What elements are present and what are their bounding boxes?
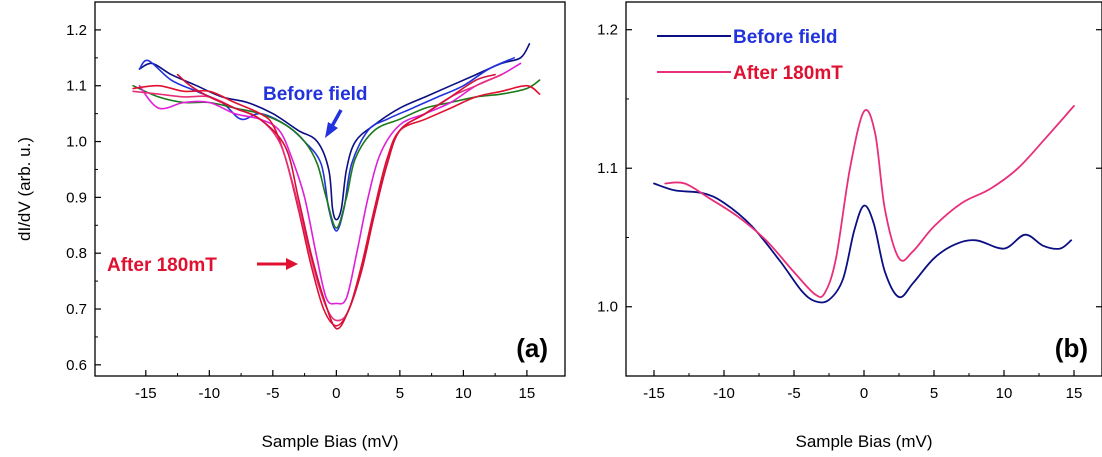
panel-a-y-axis-title: dI/dV (arb. u.) [15,137,34,241]
panel-b-x-tick-label: -5 [787,385,800,402]
panel-a-label: (a) [516,333,548,363]
panel-a-series-0-line [138,43,531,221]
panel-b-frame [625,1,1102,377]
panel-a-y-tick-label: 0.7 [66,301,87,318]
panel-a-series-2-line [132,79,541,229]
panel-a-x-axis-title: Sample Bias (mV) [262,432,399,451]
arrow-right-icon [257,258,298,270]
panel-a-y-tick-label: 1.2 [66,22,87,39]
panel-a-x-tick-label: 10 [455,385,472,402]
panel-a-x-tick-label: 5 [396,385,404,402]
panel-a-y-tick-label: 0.6 [66,357,87,374]
panel-a-series-5-line [132,73,503,322]
panel-b-x-tick-label: -15 [643,385,665,402]
panel-b-x-tick-label: 5 [930,385,938,402]
legend-label-after-180mt: After 180mT [733,63,843,84]
panel-a-x-tick-label: -15 [135,385,157,402]
panel-a-x-tick-label: -5 [266,385,279,402]
panel-a-y-tick-label: 0.9 [66,189,87,206]
panel-b: -15 -10 -5 0 5 10 15 1.0 1.1 1.2 Sample Bias (mV)… [597,1,1102,451]
panel-b-y-tick-label: 1.1 [597,160,618,177]
legend: Before field After 180mT [657,27,843,84]
panel-a-ticks: -15 -10 -5 0 5 10 15 0.6 0.7 0.8 0.9 1.0 1.1 1.2 [66,22,535,402]
panel-b-x-tick-label: -10 [713,385,735,402]
panel-a-x-tick-label: 0 [332,385,340,402]
panel-a-x-tick-label: 15 [519,385,536,402]
panel-a-y-tick-label: 0.8 [66,245,87,262]
panel-b-x-tick-label: 15 [1066,385,1083,402]
panel-b-series-0-line [653,182,1073,304]
panel-b-x-axis-title: Sample Bias (mV) [796,432,933,451]
panel-a: -15 -10 -5 0 5 10 15 0.6 0.7 0.8 0.9 1.0 1.1 1.2 Samp… [15,1,566,451]
panel-b-curves [653,105,1075,304]
panel-a-frame [94,1,566,377]
panel-b-series-1-line [664,105,1075,299]
panel-a-series-6-line [176,73,496,330]
annotation-after-180mt: After 180mT [107,255,217,276]
panel-b-x-tick-label: 10 [996,385,1013,402]
panel-a-series-3-line [138,62,522,305]
panel-b-y-tick-label: 1.2 [597,22,618,39]
legend-label-before-field: Before field [733,27,838,48]
annotation-before-field: Before field [263,84,368,105]
panel-a-series-4-line [132,84,541,327]
panel-b-y-tick-label: 1.0 [597,299,618,316]
panel-b-label: (b) [1055,333,1088,363]
panel-a-y-tick-label: 1.1 [66,78,87,95]
panel-b-x-tick-label: 0 [860,385,868,402]
panel-a-x-tick-label: -10 [198,385,220,402]
panel-b-ticks: -15 -10 -5 0 5 10 15 1.0 1.1 1.2 [597,22,1102,402]
arrow-down-icon [325,109,343,138]
panel-a-curves [132,43,541,330]
panel-a-y-tick-label: 1.0 [66,134,87,151]
